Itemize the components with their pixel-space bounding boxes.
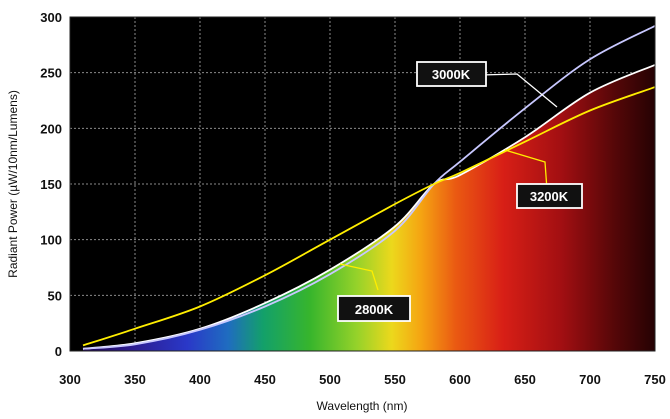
callout-box-3200k bbox=[516, 183, 583, 209]
callout-leader-3000k bbox=[479, 73, 558, 108]
spectrum-fill-area bbox=[83, 64, 655, 351]
x-tick-label: 450 bbox=[254, 372, 276, 387]
series-line-3200k bbox=[82, 86, 655, 347]
y-tick-label: 200 bbox=[40, 121, 62, 136]
y-tick-label: 0 bbox=[55, 344, 62, 359]
x-tick-label: 400 bbox=[189, 372, 211, 387]
series-line-3000k bbox=[82, 25, 655, 350]
x-tick-label: 500 bbox=[319, 372, 341, 387]
callout-box-3000k bbox=[416, 61, 487, 87]
x-tick-label: 750 bbox=[644, 372, 666, 387]
callout-leader-2800k bbox=[339, 263, 379, 291]
x-tick-label: 550 bbox=[384, 372, 406, 387]
callout-label-3000k: 3000K bbox=[432, 67, 471, 82]
y-tick-label: 250 bbox=[40, 66, 62, 81]
series-lines bbox=[82, 25, 655, 350]
axis-tick-labels: 300 350 400 450 500 550 600 650 700 750 0 50 100 150 2… bbox=[40, 10, 666, 387]
y-tick-label: 150 bbox=[40, 177, 62, 192]
plot-area-border bbox=[69, 16, 656, 352]
callout-label-2800k: 2800K bbox=[355, 302, 394, 317]
x-tick-label: 300 bbox=[59, 372, 81, 387]
y-tick-label: 50 bbox=[48, 288, 62, 303]
y-axis-title: Radiant Power (µW/10nm/Lumens) bbox=[6, 90, 20, 278]
x-tick-label: 600 bbox=[449, 372, 471, 387]
x-tick-label: 350 bbox=[124, 372, 146, 387]
x-tick-label: 700 bbox=[579, 372, 601, 387]
x-axis-title: Wavelength (nm) bbox=[317, 399, 408, 413]
series-callouts: 3000K 3200K 2800K bbox=[337, 61, 583, 322]
callout-leader-3200k bbox=[504, 149, 548, 191]
x-tick-label: 650 bbox=[514, 372, 536, 387]
series-line-2800k bbox=[82, 64, 655, 350]
callout-label-3200k: 3200K bbox=[530, 189, 569, 204]
y-tick-label: 300 bbox=[40, 10, 62, 25]
callout-box-2800k bbox=[337, 295, 411, 322]
y-tick-label: 100 bbox=[40, 233, 62, 248]
